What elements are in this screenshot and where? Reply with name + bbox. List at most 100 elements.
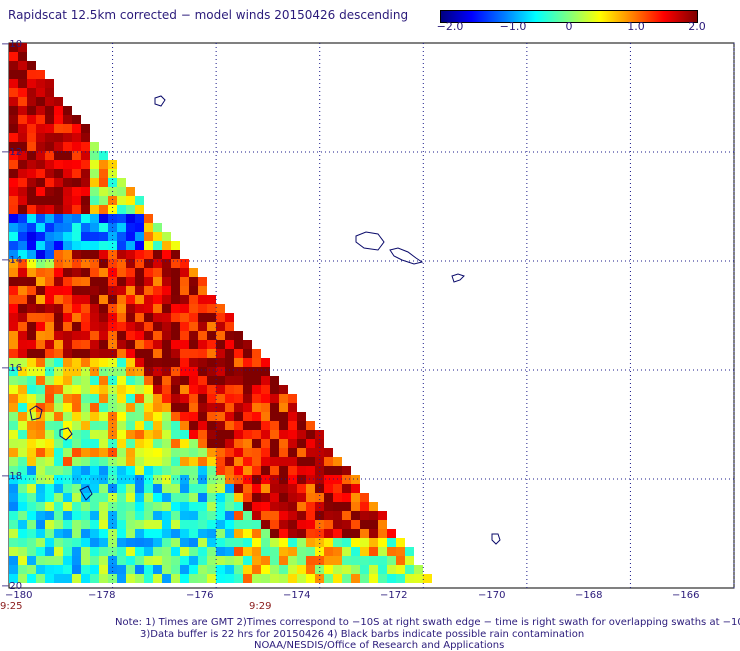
swath-cell <box>243 349 252 358</box>
swath-cell <box>45 322 54 331</box>
swath-cell <box>72 133 81 142</box>
swath-cell <box>153 241 162 250</box>
swath-cell <box>243 394 252 403</box>
swath-cell <box>72 349 81 358</box>
swath-cell <box>27 385 36 394</box>
swath-cell <box>252 430 261 439</box>
swath-cell <box>153 286 162 295</box>
swath-cell <box>234 466 243 475</box>
swath-cell <box>108 232 117 241</box>
swath-cell <box>117 367 126 376</box>
swath-cell <box>27 178 36 187</box>
swath-cell <box>27 403 36 412</box>
swath-cell <box>81 439 90 448</box>
swath-cell <box>117 178 126 187</box>
island-outline <box>29 405 43 421</box>
swath-cell <box>63 547 72 556</box>
swath-cell <box>63 394 72 403</box>
swath-cell <box>162 574 171 583</box>
swath-cell <box>27 367 36 376</box>
swath-cell <box>126 430 135 439</box>
swath-cell <box>90 331 99 340</box>
swath-cell <box>180 358 189 367</box>
swath-cell <box>36 322 45 331</box>
swath-cell <box>9 448 18 457</box>
swath-cell <box>18 313 27 322</box>
swath-cell <box>315 448 324 457</box>
swath-cell <box>63 358 72 367</box>
swath-cell <box>108 421 117 430</box>
swath-cell <box>36 124 45 133</box>
swath-cell <box>99 277 108 286</box>
swath-cell <box>162 340 171 349</box>
swath-cell <box>126 268 135 277</box>
swath-cell <box>36 403 45 412</box>
swath-cell <box>180 304 189 313</box>
swath-cell <box>360 565 369 574</box>
swath-cell <box>171 412 180 421</box>
swath-cell <box>18 205 27 214</box>
swath-cell <box>153 547 162 556</box>
swath-cell <box>171 448 180 457</box>
time-label: 9:25 <box>0 601 22 612</box>
swath-cell <box>135 349 144 358</box>
swath-cell <box>180 385 189 394</box>
swath-cell <box>81 430 90 439</box>
swath-cell <box>72 160 81 169</box>
swath-cell <box>198 376 207 385</box>
swath-cell <box>207 493 216 502</box>
swath-cell <box>18 151 27 160</box>
swath-cell <box>108 268 117 277</box>
swath-cell <box>45 493 54 502</box>
swath-cell <box>135 547 144 556</box>
swath-cell <box>315 457 324 466</box>
swath-cell <box>252 574 261 583</box>
swath-cell <box>117 493 126 502</box>
swath-cell <box>414 574 423 583</box>
swath-cell <box>90 268 99 277</box>
swath-cell <box>9 484 18 493</box>
swath-cell <box>54 223 63 232</box>
swath-cell <box>27 70 36 79</box>
swath-cell <box>27 124 36 133</box>
swath-cell <box>252 358 261 367</box>
swath-cell <box>126 520 135 529</box>
swath-cell <box>306 448 315 457</box>
swath-cell <box>9 394 18 403</box>
swath-cell <box>18 304 27 313</box>
swath-cell <box>108 250 117 259</box>
swath-cell <box>333 457 342 466</box>
swath-cell <box>81 358 90 367</box>
swath-cell <box>126 538 135 547</box>
swath-cell <box>324 448 333 457</box>
swath-cell <box>153 565 162 574</box>
swath-cell <box>351 556 360 565</box>
swath-cell <box>99 466 108 475</box>
swath-cell <box>54 358 63 367</box>
swath-cell <box>270 466 279 475</box>
swath-cell <box>297 502 306 511</box>
swath-cell <box>171 277 180 286</box>
swath-cell <box>270 556 279 565</box>
swath-cell <box>81 142 90 151</box>
swath-cell <box>45 412 54 421</box>
swath-cell <box>45 205 54 214</box>
swath-cell <box>135 565 144 574</box>
swath-cell <box>234 475 243 484</box>
swath-cell <box>126 277 135 286</box>
swath-cell <box>45 511 54 520</box>
swath-cell <box>288 475 297 484</box>
swath-cell <box>36 142 45 151</box>
swath-cell <box>288 493 297 502</box>
swath-cell <box>198 313 207 322</box>
swath-cell <box>387 538 396 547</box>
swath-cell <box>72 304 81 313</box>
swath-cell <box>45 556 54 565</box>
swath-cell <box>225 520 234 529</box>
swath-cell <box>18 475 27 484</box>
swath-cell <box>288 448 297 457</box>
swath-cell <box>270 430 279 439</box>
swath-cell <box>18 124 27 133</box>
x-label: −168 <box>575 590 602 601</box>
